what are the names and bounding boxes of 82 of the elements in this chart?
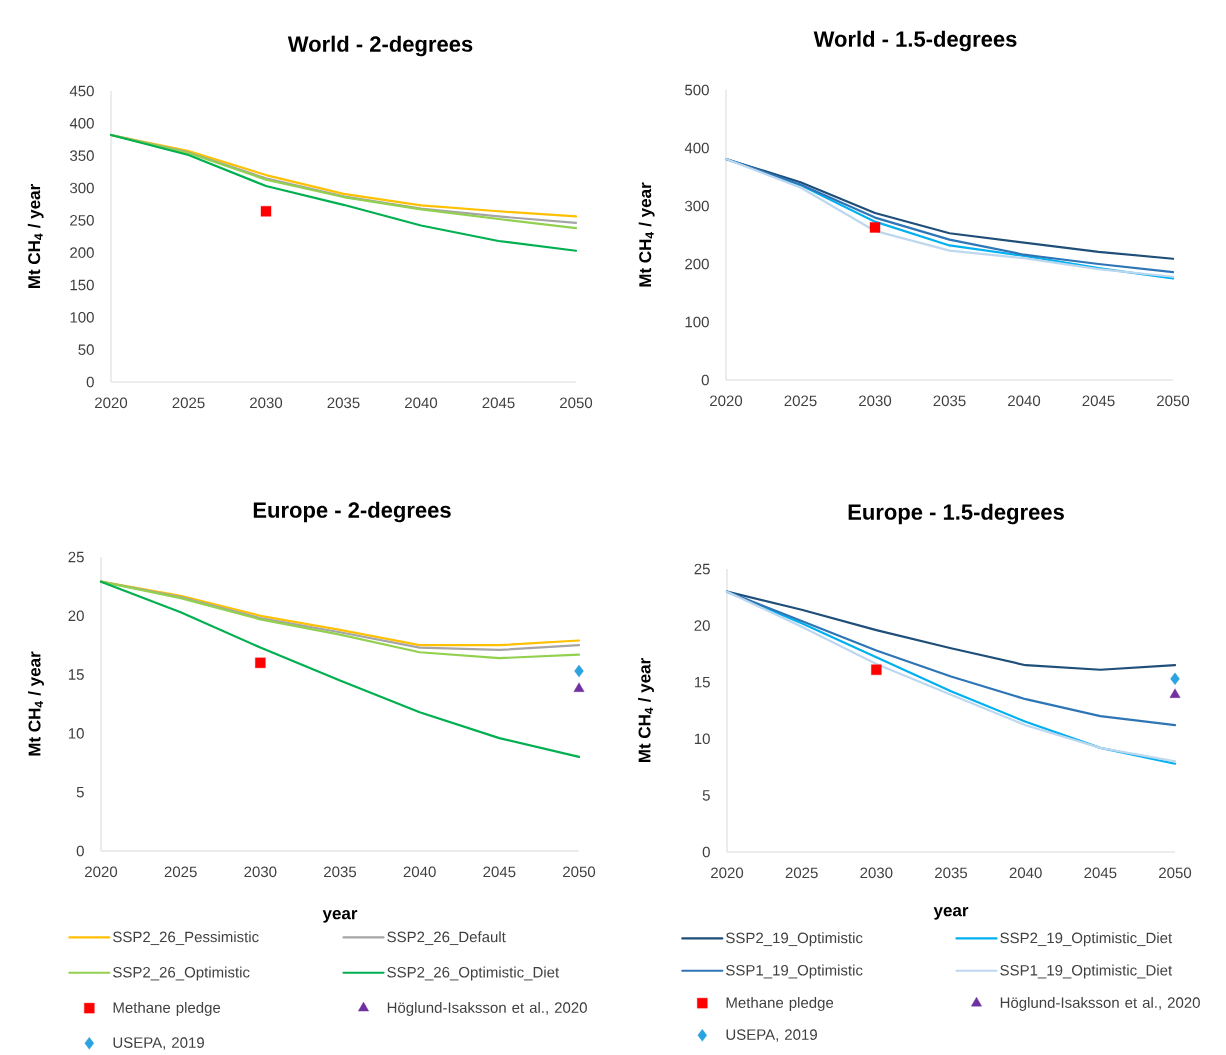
y-tick-label: 25 bbox=[694, 563, 710, 575]
y-tick-label: 20 bbox=[68, 610, 84, 622]
y-tick-label: 100 bbox=[685, 316, 709, 328]
legend-label: Methane pledge bbox=[726, 996, 834, 1011]
y-axis-title: Mt CH$_{4}$ / year bbox=[638, 658, 654, 763]
x-tick-label: 2045 bbox=[1084, 867, 1117, 879]
y-tick-label: 25 bbox=[68, 551, 84, 563]
x-tick-label: 2040 bbox=[405, 397, 438, 409]
x-tick-label: 2025 bbox=[172, 397, 205, 409]
y-tick-label: 20 bbox=[694, 620, 710, 631]
x-tick-label: 2035 bbox=[324, 866, 357, 878]
y-tick-label: 400 bbox=[684, 142, 709, 154]
y-tick-label: 300 bbox=[685, 200, 709, 212]
legend-label: USEPA, 2019 bbox=[113, 1037, 204, 1050]
chart-title: Europe - 1.5-degrees bbox=[848, 503, 1064, 525]
y-tick-label: 50 bbox=[78, 344, 94, 355]
x-tick-label: 2035 bbox=[935, 867, 968, 879]
x-tick-label: 2020 bbox=[85, 866, 118, 878]
x-tick-label: 2040 bbox=[403, 866, 436, 878]
x-tick-label: 2025 bbox=[164, 866, 197, 878]
x-tick-label: 2020 bbox=[711, 867, 744, 879]
x-tick-label: 2050 bbox=[560, 397, 593, 409]
x-axis-title: year bbox=[322, 910, 358, 923]
legend-label: SSP1_19_Optimistic bbox=[726, 964, 863, 979]
legend-label: Methane pledge bbox=[113, 1001, 221, 1016]
x-tick-label: 2025 bbox=[784, 395, 817, 407]
y-tick-label: 200 bbox=[70, 247, 94, 258]
y-tick-label: 200 bbox=[685, 258, 709, 270]
y-tick-label: 250 bbox=[70, 215, 94, 226]
chart-title: Europe - 2-degrees bbox=[253, 501, 451, 523]
y-tick-label: 5 bbox=[76, 786, 84, 798]
legend-label: SSP2_26_Default bbox=[387, 931, 506, 946]
y-tick-label: 15 bbox=[694, 676, 710, 688]
y-tick-label: 5 bbox=[702, 790, 710, 801]
y-tick-label: 400 bbox=[69, 118, 94, 129]
x-tick-label: 2045 bbox=[482, 397, 515, 409]
x-tick-label: 2030 bbox=[859, 395, 892, 407]
x-tick-label: 2050 bbox=[1157, 395, 1190, 407]
legend-label: SSP1_19_Optimistic_Diet bbox=[1000, 964, 1173, 979]
x-tick-label: 2035 bbox=[327, 397, 360, 409]
chart-title: World - 2-degrees bbox=[287, 35, 473, 57]
y-tick-label: 0 bbox=[86, 376, 94, 388]
y-axis-title: Mt CH$_{4}$ / year bbox=[638, 182, 655, 287]
y-tick-label: 450 bbox=[69, 85, 94, 97]
x-tick-label: 2020 bbox=[710, 395, 743, 407]
line-series bbox=[99, 580, 581, 759]
y-tick-label: 15 bbox=[68, 669, 84, 680]
y-tick-label: 10 bbox=[68, 728, 84, 739]
y-axis-title: Mt CH$_{4}$ / year bbox=[28, 651, 44, 756]
legend-label: SSP2_26_Optimistic_Diet bbox=[387, 966, 560, 981]
x-tick-label: 2035 bbox=[933, 395, 966, 407]
legend-label: SSP2_26_Optimistic bbox=[113, 966, 250, 981]
legend-label: USEPA, 2019 bbox=[726, 1029, 817, 1042]
legend-label: SSP2_19_Optimistic bbox=[726, 932, 863, 947]
x-tick-label: 2045 bbox=[483, 866, 516, 878]
x-tick-label: 2050 bbox=[563, 866, 596, 878]
legend-label: Höglund-Isaksson et al., 2020 bbox=[387, 1001, 587, 1016]
y-tick-label: 0 bbox=[701, 374, 709, 386]
x-tick-label: 2030 bbox=[860, 867, 893, 879]
y-tick-label: 10 bbox=[694, 733, 710, 745]
x-tick-label: 2050 bbox=[1159, 867, 1192, 879]
legend-label: SSP2_19_Optimistic_Diet bbox=[1000, 932, 1173, 947]
legend-label: SSP2_26_Pessimistic bbox=[113, 931, 259, 946]
y-tick-label: 100 bbox=[70, 312, 94, 323]
x-tick-label: 2040 bbox=[1009, 867, 1042, 879]
y-tick-label: 350 bbox=[70, 150, 94, 161]
x-tick-label: 2025 bbox=[785, 867, 818, 879]
line-series bbox=[109, 133, 578, 252]
legend-label: Höglund-Isaksson et al., 2020 bbox=[1000, 996, 1200, 1011]
x-tick-label: 2045 bbox=[1082, 395, 1115, 407]
x-tick-label: 2030 bbox=[250, 397, 283, 409]
x-tick-label: 2030 bbox=[244, 866, 277, 878]
y-tick-label: 0 bbox=[702, 846, 710, 858]
y-tick-label: 150 bbox=[70, 279, 94, 291]
chart-title: World - 1.5-degrees bbox=[813, 30, 1017, 52]
x-axis-title: year bbox=[933, 907, 969, 920]
x-tick-label: 2020 bbox=[95, 397, 128, 409]
x-tick-label: 2040 bbox=[1008, 395, 1041, 407]
y-tick-label: 300 bbox=[70, 182, 94, 194]
y-tick-label: 0 bbox=[76, 845, 84, 857]
y-tick-label: 500 bbox=[685, 84, 709, 96]
y-axis-title: Mt CH$_{4}$ / year bbox=[27, 184, 44, 289]
